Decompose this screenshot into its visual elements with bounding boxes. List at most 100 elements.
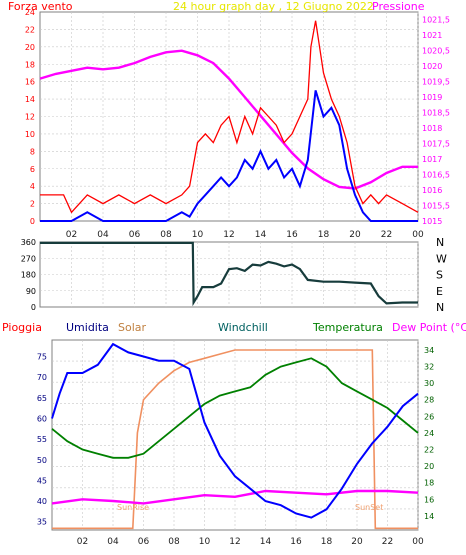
x-tick-label: 16: [290, 537, 302, 547]
wind-speed-series-line: [40, 20, 419, 214]
x-tick-label: 08: [160, 230, 172, 240]
pressure-tick-label: 1020: [422, 62, 442, 71]
solar-series-line: [52, 349, 418, 530]
x-tick-label: 22: [381, 230, 392, 240]
pressure-series-line: [39, 49, 418, 190]
compass-point-label: N: [436, 236, 444, 249]
legend-entry: Temperatura: [312, 321, 383, 334]
x-tick-label: 06: [129, 230, 141, 240]
x-tick-label: 04: [97, 230, 109, 240]
pressure-tick-label: 1020,5: [422, 47, 450, 56]
legend-entry: Windchill: [218, 321, 268, 334]
x-tick-label: 22: [382, 537, 393, 547]
pressure-tick-label: 1015,5: [422, 202, 450, 211]
x-tick-label: 12: [223, 230, 234, 240]
pressure-tick-label: 1017: [422, 155, 442, 164]
wind-tick-label: 24: [25, 8, 35, 17]
direction-tick-label: 270: [21, 254, 36, 263]
temperature-tick-label: 20: [424, 462, 434, 471]
x-tick-label: 18: [318, 230, 330, 240]
wind-tick-label: 8: [30, 147, 35, 156]
temperature-tick-label: 34: [424, 346, 434, 355]
chart-title: 24 hour graph day , 12 Giugno 2022: [173, 0, 374, 13]
wind-direction-series-line: [40, 241, 418, 307]
pressure-tick-label: 1018,5: [422, 109, 450, 118]
humidity-tick-label: 40: [37, 497, 47, 506]
temperature-tick-label: 14: [424, 512, 434, 521]
wind-tick-label: 12: [25, 113, 35, 122]
temperature-tick-label: 18: [424, 479, 434, 488]
x-tick-label: 10: [199, 537, 211, 547]
x-tick-label: 04: [107, 537, 119, 547]
x-tick-label: 20: [349, 230, 361, 240]
pressure-tick-label: 1021: [422, 31, 442, 40]
x-tick-label: 08: [168, 537, 180, 547]
wind-tick-label: 6: [30, 165, 35, 174]
humidity-tick-label: 35: [37, 518, 47, 527]
temperature-axis-ticks: 14 16 18 20 22 24 26 28 30 32 34: [424, 346, 434, 521]
pressure-tick-label: 1021,5: [422, 16, 450, 25]
x-tick-label: 12: [229, 537, 240, 547]
x-tick-label: 20: [351, 537, 363, 547]
weather-series: [51, 342, 419, 530]
humidity-tick-label: 70: [37, 373, 47, 382]
weather-x-ticks: 02 04 06 08 10 12 14 16 18 20 22 00: [77, 537, 424, 547]
legend-entry: Umidita: [66, 321, 109, 334]
compass-point-label: N: [436, 301, 444, 314]
temperature-tick-label: 22: [424, 446, 434, 455]
weather-plot-area: [51, 339, 419, 531]
legend-entry: Solar: [118, 321, 147, 334]
wind-tick-label: 0: [30, 217, 35, 226]
weather-grid: [52, 340, 419, 530]
wind-speed-label: Forza vento: [8, 0, 73, 13]
direction-tick-label: 90: [26, 287, 36, 296]
direction-tick-label: 0: [31, 303, 36, 312]
humidity-series-line: [51, 342, 419, 519]
humidity-tick-label: 55: [37, 435, 47, 444]
pressure-tick-label: 1015: [422, 217, 442, 226]
x-tick-label: 10: [192, 230, 204, 240]
compass-point-label: W: [436, 252, 447, 265]
wind-tick-label: 22: [25, 25, 35, 34]
x-tick-label: 02: [66, 230, 77, 240]
wind-tick-label: 14: [25, 95, 35, 104]
temperature-tick-label: 16: [424, 495, 434, 504]
temperature-series-line: [51, 357, 419, 459]
temperature-tick-label: 30: [424, 379, 434, 388]
wind-tick-label: 4: [30, 182, 35, 191]
wind-tick-label: 20: [25, 43, 35, 52]
wind-direction-series: [40, 241, 418, 307]
legend-entry: Dew Point (°C): [392, 321, 466, 334]
humidity-axis-ticks: 35 40 45 50 55 60 65 70 75: [37, 353, 47, 527]
pressure-tick-label: 1016,5: [422, 171, 450, 180]
x-tick-label: 02: [77, 537, 88, 547]
sunrise-label: SunRise: [117, 503, 149, 512]
x-tick-label: 18: [321, 537, 333, 547]
wind-tick-label: 10: [25, 130, 35, 139]
sunset-label: SunSet: [355, 503, 383, 512]
legend-entry: Pioggia: [2, 321, 42, 334]
wind-tick-label: 18: [25, 60, 35, 69]
x-tick-label: 14: [260, 537, 272, 547]
humidity-tick-label: 50: [37, 456, 47, 465]
temperature-tick-label: 28: [424, 396, 434, 405]
wind-direction-grid: [40, 242, 419, 307]
humidity-tick-label: 65: [37, 394, 47, 403]
pressure-tick-label: 1017,5: [422, 140, 450, 149]
x-tick-label: 16: [286, 230, 298, 240]
temperature-tick-label: 32: [424, 363, 434, 372]
direction-tick-label: 180: [21, 271, 36, 280]
pressure-tick-label: 1019,5: [422, 78, 450, 87]
pressure-tick-label: 1016: [422, 186, 442, 195]
humidity-tick-label: 75: [37, 353, 47, 362]
compass-point-label: S: [436, 269, 443, 282]
wind-pressure-x-ticks: 02 04 06 08 10 12 14 16 18 20 22 00: [66, 230, 424, 240]
wind-tick-label: 2: [30, 200, 35, 209]
compass-point-label: E: [436, 285, 443, 298]
humidity-tick-label: 60: [37, 414, 47, 423]
x-tick-label: 00: [412, 230, 424, 240]
